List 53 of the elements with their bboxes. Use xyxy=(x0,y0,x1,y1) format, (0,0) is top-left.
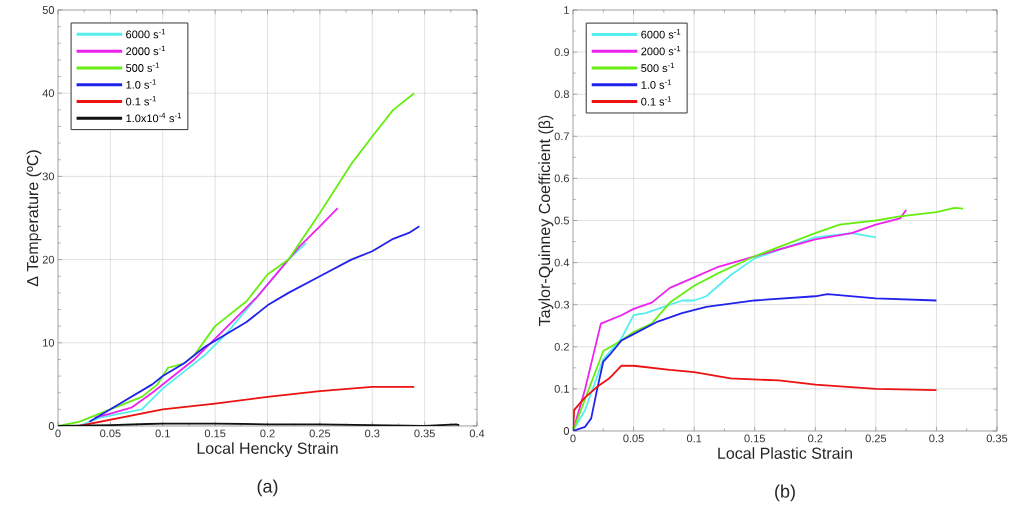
x-tick-label: 0.15 xyxy=(744,434,765,443)
y-tick-label: 20 xyxy=(42,255,55,264)
x-tick-label: 0.15 xyxy=(204,429,226,438)
legend-label: 500 s$^{-1}$ xyxy=(641,62,675,73)
x-axis-title: Local Hencky Strain xyxy=(197,442,338,458)
y-tick-label: 0.5 xyxy=(554,216,569,225)
line-series xyxy=(573,232,877,431)
y-tick-label: 0.3 xyxy=(554,300,569,309)
legend-label: 6000 s$^{-1}$ xyxy=(126,28,166,39)
x-tick-label: 0.3 xyxy=(929,434,944,443)
x-tick-label: 0.3 xyxy=(365,429,380,438)
y-tick-label: 50 xyxy=(42,6,55,14)
legend-label: 6000 s$^{-1}$ xyxy=(641,29,681,39)
x-tick-label: 0.35 xyxy=(414,429,435,438)
y-tick-label: 0.7 xyxy=(554,132,569,141)
y-axis-title: Taylor-Quinney Coefficient (β) xyxy=(538,115,554,326)
x-tick-label: 0.1 xyxy=(155,429,170,438)
x-tick-label: 0.05 xyxy=(100,429,121,438)
legend-label: 0.1 s$^{-1}$ xyxy=(126,96,156,106)
y-tick-label: 0.1 xyxy=(554,385,569,393)
text: (b) xyxy=(775,484,795,502)
legend-label: 2000 s$^{-1}$ xyxy=(641,45,681,56)
y-tick-label: 0.2 xyxy=(554,342,569,351)
y-tick-label: 0.8 xyxy=(554,90,569,99)
x-tick-label: 0.4 xyxy=(469,429,485,438)
text: (a) xyxy=(257,479,278,497)
x-tick-label: 0.35 xyxy=(986,434,1008,443)
x-axis-title: Local Plastic Strain xyxy=(718,447,852,459)
x-tick-label: 0 xyxy=(55,429,61,438)
x-tick-label: 0.2 xyxy=(260,429,275,438)
x-tick-label: 0 xyxy=(570,434,576,443)
line-series xyxy=(573,293,938,431)
y-tick-label: 0.4 xyxy=(554,258,570,267)
x-tick-label: 0.2 xyxy=(808,434,823,443)
line-series xyxy=(573,206,964,431)
y-tick-label: 0 xyxy=(48,422,55,430)
y-tick-label: 40 xyxy=(42,89,55,98)
y-tick-label: 0.9 xyxy=(554,48,569,56)
y-tick-label: 10 xyxy=(43,338,55,347)
x-tick-label: 0.25 xyxy=(309,429,331,438)
legend-label: 1.0x10$^{-4}$ s$^{-1}$ xyxy=(126,112,181,123)
legend-label: 1.0 s$^{-1}$ xyxy=(641,79,672,89)
legend-label: 0.1 s$^{-1}$ xyxy=(641,96,672,106)
legend-label: 500 s$^{-1}$ xyxy=(126,62,159,72)
y-tick-label: 0.6 xyxy=(554,174,569,183)
x-tick-label: 0.05 xyxy=(623,434,644,443)
y-tick-label: 30 xyxy=(42,172,55,181)
legend-label: 2000 s$^{-1}$ xyxy=(126,45,166,56)
y-tick-label: 1 xyxy=(564,6,569,14)
x-tick-label: 0.25 xyxy=(865,434,887,443)
y-axis-title: Δ Temperature (ºC) xyxy=(26,150,42,287)
x-tick-label: 0.1 xyxy=(686,434,702,443)
legend-label: 1.0 s$^{-1}$ xyxy=(126,79,156,89)
